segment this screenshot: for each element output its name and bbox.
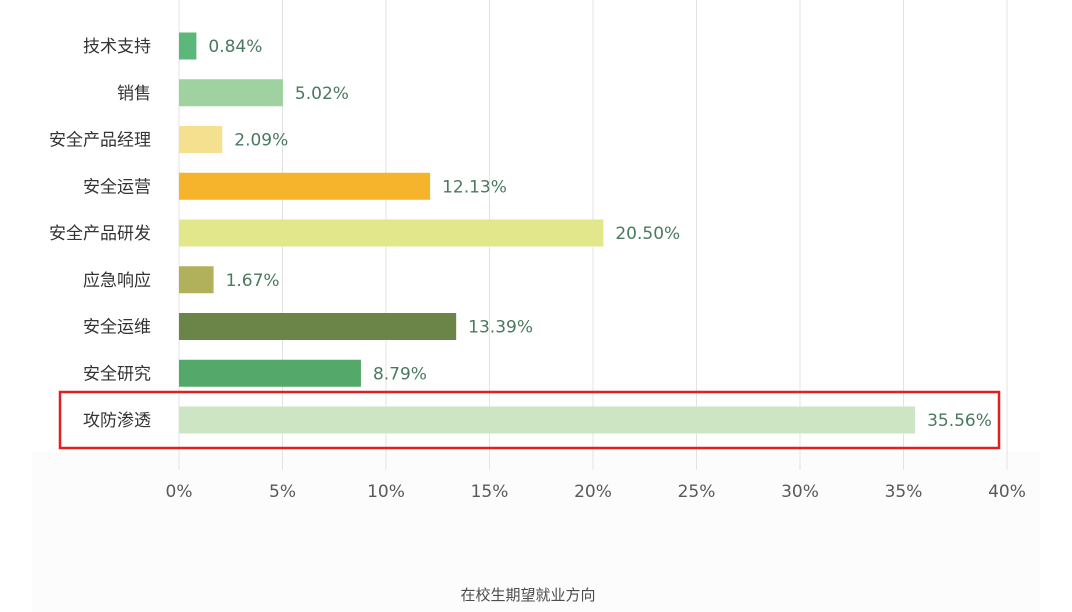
x-axis-label: 在校生期望就业方向 <box>460 586 595 604</box>
category-label: 安全运营 <box>83 177 151 197</box>
bar <box>179 359 361 387</box>
x-tick-label: 35% <box>885 482 923 502</box>
x-tick-label: 20% <box>574 482 612 502</box>
x-tick-label: 10% <box>367 482 405 502</box>
highlight-box <box>58 390 1001 450</box>
bar <box>179 32 197 60</box>
category-label: 安全产品经理 <box>49 131 151 151</box>
x-tick-label: 15% <box>471 482 509 502</box>
bar <box>179 313 457 340</box>
x-tick-labels: 0% 5% 10% 15% 20% 25% 30% 35% 40% <box>166 482 1026 502</box>
value-labels: 0.84% 5.02% 2.09% 12.13% 20.50% 1.67% 13.39% 8.… <box>208 37 992 431</box>
plot-bottom-band <box>32 452 1040 612</box>
data-label: 5.02% <box>295 84 349 104</box>
bar <box>179 79 283 107</box>
data-label: 8.79% <box>373 364 427 384</box>
category-label: 安全产品研发 <box>49 224 151 244</box>
data-label: 13.39% <box>468 318 533 338</box>
bar <box>179 219 604 247</box>
category-label: 安全运维 <box>83 318 151 338</box>
category-label: 销售 <box>117 84 151 104</box>
category-label: 应急响应 <box>83 271 151 291</box>
bar <box>179 266 214 294</box>
bars <box>179 32 916 434</box>
x-tick-label: 0% <box>166 482 193 502</box>
bar <box>179 406 916 434</box>
data-label: 2.09% <box>234 131 288 151</box>
bar <box>179 126 223 153</box>
category-label: 攻防渗透 <box>83 411 151 431</box>
bar <box>179 172 431 200</box>
data-label: 0.84% <box>208 37 262 57</box>
x-tick-label: 25% <box>678 482 716 502</box>
data-label: 35.56% <box>927 411 992 431</box>
data-label: 20.50% <box>615 224 680 244</box>
data-label: 12.13% <box>442 177 507 197</box>
category-label: 安全研究 <box>83 364 151 384</box>
category-label: 技术支持 <box>83 37 151 57</box>
x-tick-label: 5% <box>269 482 296 502</box>
x-tick-label: 30% <box>781 482 819 502</box>
x-tick-label: 40% <box>988 482 1026 502</box>
data-label: 1.67% <box>226 271 280 291</box>
